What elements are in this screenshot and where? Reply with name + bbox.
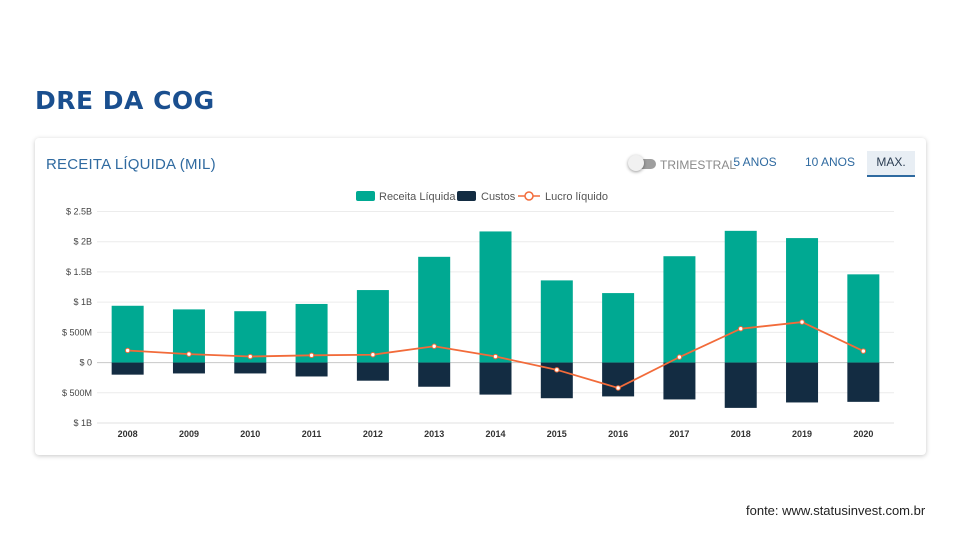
y-tick-label: $ 500M [62,388,92,398]
x-tick-label: 2013 [424,429,444,439]
bar-custos[interactable] [663,362,696,400]
x-tick-label: 2017 [669,429,689,439]
x-tick-label: 2018 [731,429,751,439]
point-lucro-liquido[interactable] [676,354,683,360]
top-band [0,0,960,72]
x-tick-label: 2015 [547,429,567,439]
period-max-button[interactable]: MAX. [867,151,915,177]
y-tick-label: $ 2.5B [66,207,92,217]
point-lucro-liquido[interactable] [615,385,621,391]
point-lucro-liquido[interactable] [492,353,499,360]
bar-custos[interactable] [847,362,880,402]
toggle-knob [628,155,644,171]
period-10-anos-button[interactable]: 10 ANOS [804,155,856,169]
y-tick-label: $ 2B [73,237,92,247]
bar-custos[interactable] [111,362,144,375]
x-tick-label: 2009 [179,429,199,439]
toggle-label: TRIMESTRAL [660,158,737,172]
bar-receita-liquida[interactable] [540,280,573,363]
bar-receita-liquida[interactable] [111,305,144,363]
bar-custos[interactable] [602,362,635,397]
legend-marker-lucro [524,191,534,201]
legend-label-custos[interactable]: Custos [481,191,516,203]
point-lucro-liquido[interactable] [554,367,560,373]
chart-area: Receita Líquida Custos Lucro líquido $ 2… [62,191,894,439]
x-tick-label: 2008 [118,429,138,439]
bar-custos[interactable] [479,362,512,395]
bar-receita-liquida[interactable] [479,231,512,363]
point-lucro-liquido[interactable] [370,352,376,358]
x-tick-label: 2020 [853,429,873,439]
x-tick-label: 2012 [363,429,383,439]
y-tick-label: $ 500M [62,327,92,337]
bar-receita-liquida[interactable] [786,238,819,363]
bar-receita-liquida[interactable] [602,293,635,363]
chart-legend: Receita Líquida Custos Lucro líquido [356,191,608,203]
chart-card: RECEITA LÍQUIDA (MIL) TRIMESTRAL 5 ANOS … [35,138,926,455]
x-tick-label: 2016 [608,429,628,439]
point-lucro-liquido[interactable] [431,343,437,349]
legend-label-lucro[interactable]: Lucro líquido [545,191,608,203]
point-lucro-liquido[interactable] [247,353,253,360]
y-tick-label: $ 1.5B [66,267,92,277]
x-tick-label: 2010 [240,429,260,439]
point-lucro-liquido[interactable] [308,352,315,359]
point-lucro-liquido[interactable] [186,351,192,357]
bar-custos[interactable] [786,362,819,403]
trimestral-toggle[interactable] [628,155,656,171]
x-tick-label: 2011 [302,429,322,439]
bar-receita-liquida[interactable] [724,230,757,363]
bar-receita-liquida[interactable] [663,256,696,363]
bar-receita-liquida[interactable] [847,274,880,363]
x-tick-label: 2019 [792,429,812,439]
legend-swatch-custos [457,191,476,201]
y-tick-label: $ 0 [79,358,92,368]
point-lucro-liquido[interactable] [738,326,744,332]
page-title: DRE DA COG [35,86,215,115]
bar-custos[interactable] [418,362,451,387]
y-tick-label: $ 1B [73,418,92,428]
legend-label-receita[interactable]: Receita Líquida [379,191,456,203]
point-lucro-liquido[interactable] [799,319,805,325]
source-note: fonte: www.statusinvest.com.br [746,503,926,518]
bar-custos[interactable] [724,362,757,408]
toggle-track [632,159,656,169]
point-lucro-liquido[interactable] [124,347,131,354]
legend-swatch-receita [356,191,375,201]
bar-receita-liquida[interactable] [356,290,389,363]
bar-custos[interactable] [295,362,328,377]
x-tick-label: 2014 [485,429,505,439]
card-title: RECEITA LÍQUIDA (MIL) [46,156,216,173]
period-5-anos-button[interactable]: 5 ANOS [733,155,777,169]
point-lucro-liquido[interactable] [860,348,867,354]
bar-custos[interactable] [234,362,267,374]
bar-custos[interactable] [356,362,389,381]
y-tick-label: $ 1B [73,297,92,307]
bar-custos[interactable] [172,362,205,374]
